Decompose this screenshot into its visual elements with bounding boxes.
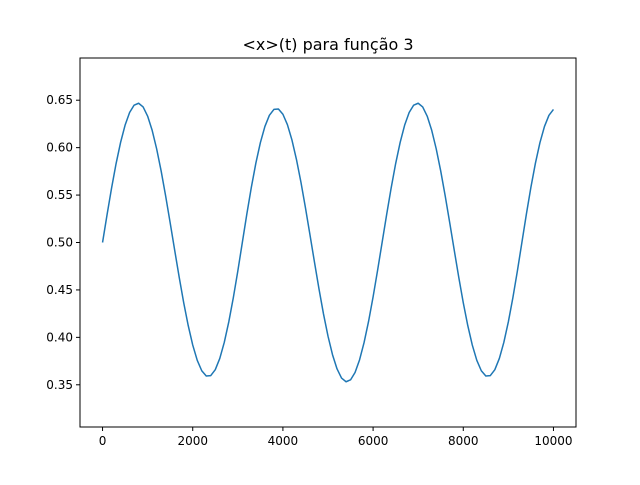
x-tick-label: 2000 [177,434,208,448]
x-tick-label: 10000 [534,434,572,448]
x-tick-label: 4000 [268,434,299,448]
y-tick-label: 0.50 [46,236,73,250]
y-tick-label: 0.45 [46,283,73,297]
y-tick-label: 0.60 [46,141,73,155]
y-tick-label: 0.35 [46,378,73,392]
chart-title: <x>(t) para função 3 [242,35,413,54]
y-tick-label: 0.65 [46,93,73,107]
plot-area [101,102,555,383]
y-tick-label: 0.55 [46,188,73,202]
x-axis: 0 2000 4000 6000 8000 10000 [99,427,573,448]
x-tick-label: 8000 [448,434,479,448]
x-tick-label: 6000 [358,434,389,448]
x-tick-label: 0 [99,434,107,448]
series-line [101,102,555,383]
y-axis: 0.35 0.40 0.45 0.50 0.55 0.60 0.65 [46,93,80,392]
axes-frame [79,57,577,428]
y-tick-label: 0.40 [46,330,73,344]
